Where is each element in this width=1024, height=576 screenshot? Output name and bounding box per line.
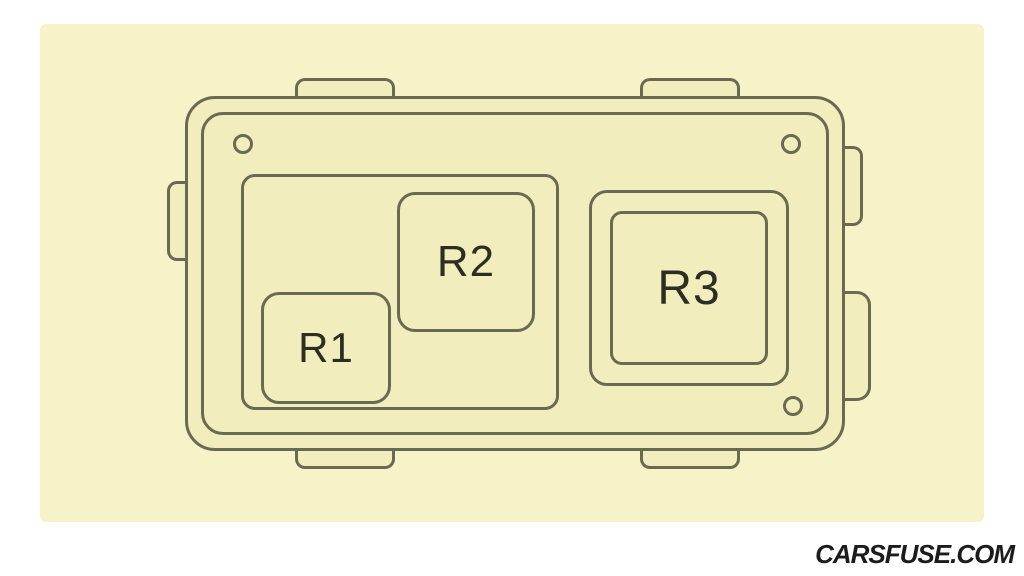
relay-label: R2 (400, 195, 532, 329)
screw-hole (233, 134, 253, 154)
relay-label: R1 (264, 295, 388, 401)
relay-r3: R3 (589, 190, 789, 386)
relay-r2: R2 (397, 192, 535, 332)
diagram-panel: R1R2 R3 (40, 24, 984, 522)
screw-hole (783, 396, 803, 416)
relay-r1: R1 (261, 292, 391, 404)
relay-housing: R1R2 R3 (185, 96, 845, 451)
watermark: CARSFUSE.COM (815, 539, 1014, 570)
screw-hole (781, 134, 801, 154)
relay-r3-inner (610, 211, 768, 365)
